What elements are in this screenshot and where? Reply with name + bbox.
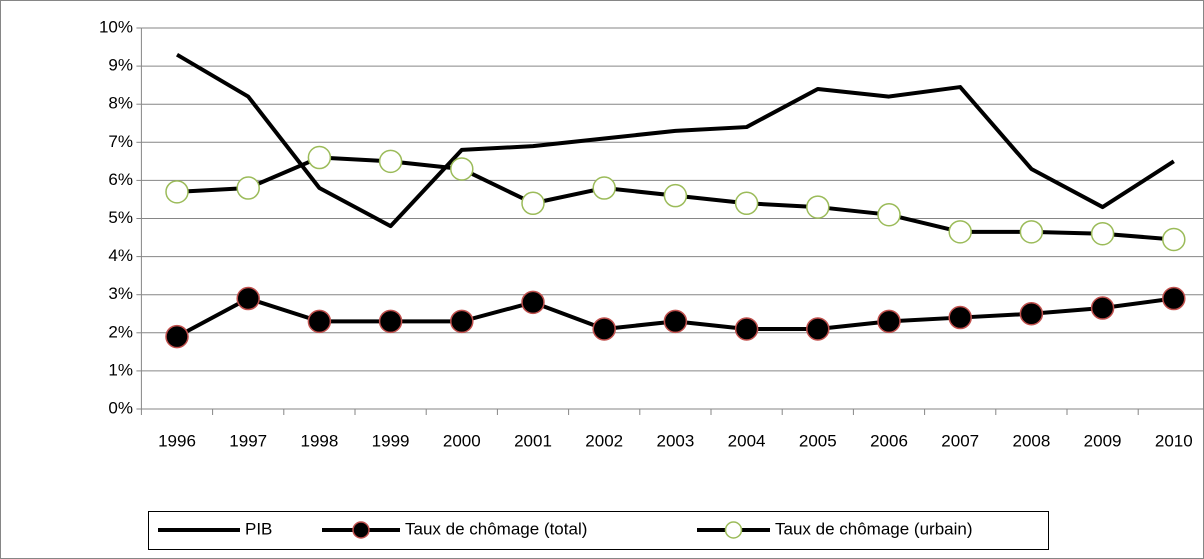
y-tick-label: 8% <box>108 94 133 113</box>
marker <box>1090 296 1115 320</box>
legend-marker <box>352 521 370 539</box>
legend-box <box>148 511 1049 550</box>
x-tick-label: 2010 <box>1155 431 1193 450</box>
x-tick-label: 2004 <box>728 431 766 450</box>
legend-label: PIB <box>245 519 272 538</box>
y-tick-label: 0% <box>108 398 133 417</box>
legend-marker <box>724 521 743 539</box>
x-tick-label: 1999 <box>372 431 410 450</box>
marker <box>450 309 474 334</box>
marker <box>1019 302 1044 326</box>
y-tick-label: 10% <box>99 17 133 36</box>
marker <box>165 324 189 349</box>
marker <box>521 191 545 216</box>
marker <box>877 309 901 334</box>
y-tick-label: 1% <box>108 360 133 379</box>
marker <box>165 180 189 204</box>
x-tick-label: 1997 <box>229 431 267 450</box>
x-tick-label: 2002 <box>585 431 623 450</box>
y-tick-label: 3% <box>108 284 133 303</box>
legend-label: Taux de chômage (urbain) <box>775 519 973 538</box>
marker <box>1090 221 1115 246</box>
marker <box>521 290 545 315</box>
marker <box>734 317 759 341</box>
y-tick-label: 9% <box>108 56 133 75</box>
y-tick-label: 5% <box>108 208 133 227</box>
x-tick-label: 1996 <box>158 431 196 450</box>
y-tick-label: 6% <box>108 170 133 189</box>
x-tick-label: 2006 <box>870 431 908 450</box>
legend-label: Taux de chômage (total) <box>405 519 587 538</box>
marker <box>1162 227 1186 252</box>
y-tick-label: 2% <box>108 322 133 341</box>
marker <box>307 309 332 334</box>
series-line <box>175 52 1175 229</box>
x-tick-label: 2005 <box>799 431 837 450</box>
marker <box>948 305 972 330</box>
marker <box>663 309 688 334</box>
marker <box>877 202 901 227</box>
x-tick-label: 2007 <box>941 431 979 450</box>
x-tick-label: 1998 <box>300 431 338 450</box>
x-tick-label: 2000 <box>443 431 481 450</box>
marker <box>806 195 830 219</box>
marker <box>734 191 759 216</box>
marker <box>806 317 830 341</box>
x-tick-label: 2001 <box>514 431 552 450</box>
marker <box>307 145 332 170</box>
marker <box>450 157 474 181</box>
x-tick-label: 2008 <box>1012 431 1050 450</box>
y-tick-label: 7% <box>108 132 133 151</box>
marker <box>592 176 616 200</box>
x-tick-label: 2003 <box>656 431 694 450</box>
marker <box>378 309 403 334</box>
marker <box>1162 286 1186 311</box>
marker <box>948 220 972 244</box>
x-tick-label: 2009 <box>1084 431 1122 450</box>
marker <box>378 149 403 174</box>
marker <box>236 286 260 311</box>
marker <box>592 317 616 341</box>
marker <box>1019 220 1044 244</box>
marker <box>236 176 260 200</box>
y-tick-label: 4% <box>108 246 133 265</box>
marker <box>663 183 688 208</box>
